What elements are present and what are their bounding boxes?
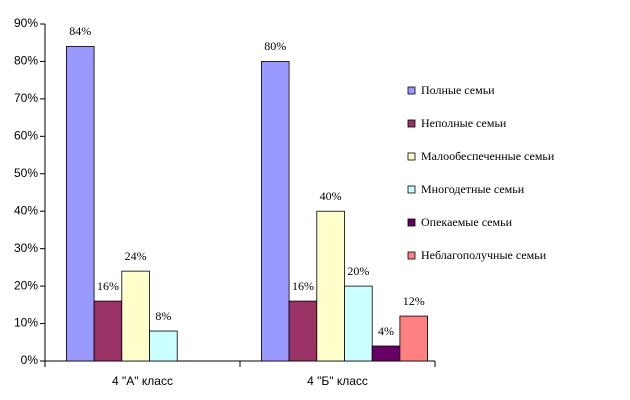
legend-label: Неблагополучные семьи	[421, 248, 547, 262]
y-tick-label: 50%	[14, 166, 38, 180]
legend-label: Опекаемые семьи	[421, 215, 513, 229]
value-label: 40%	[320, 189, 342, 203]
y-tick-label: 20%	[14, 278, 38, 292]
value-label: 84%	[69, 24, 91, 38]
value-label: 20%	[347, 264, 369, 278]
value-label: 16%	[292, 279, 314, 293]
legend-swatch	[407, 152, 416, 161]
bar	[149, 330, 178, 362]
y-tick-label: 90%	[14, 16, 38, 30]
bar	[66, 46, 95, 362]
bar	[344, 285, 373, 362]
x-tick-label: 4 "Б" класс	[307, 374, 368, 388]
legend-label: Полные семьи	[421, 83, 495, 97]
y-tick-label: 60%	[14, 129, 38, 143]
y-tick-label: 40%	[14, 203, 38, 217]
legend-swatch	[407, 185, 416, 194]
bar	[399, 315, 428, 362]
bar	[371, 345, 401, 362]
value-label: 24%	[125, 249, 147, 263]
legend-swatch	[407, 119, 416, 128]
legend-label: Малообеспеченные семьи	[421, 149, 555, 163]
y-tick-label: 10%	[14, 316, 38, 330]
x-tick-label: 4 "А" класс	[112, 374, 173, 388]
legend-swatch	[407, 218, 416, 227]
legend-swatch	[407, 251, 416, 260]
legend-label: Многодетные семьи	[421, 182, 525, 196]
value-label: 8%	[155, 309, 171, 323]
y-tick-label: 0%	[21, 353, 39, 367]
value-label: 4%	[378, 324, 394, 338]
y-tick-label: 80%	[14, 54, 38, 68]
bar	[121, 270, 150, 362]
value-label: 80%	[264, 39, 286, 53]
value-label: 16%	[97, 279, 119, 293]
value-label: 12%	[403, 294, 425, 308]
bar	[260, 61, 290, 362]
bar	[316, 210, 345, 362]
bar	[93, 300, 123, 362]
legend-swatch	[407, 86, 416, 95]
y-tick-label: 30%	[14, 241, 38, 255]
legend-label: Неполные семьи	[421, 116, 507, 130]
bar	[288, 300, 318, 362]
y-tick-label: 70%	[14, 91, 38, 105]
